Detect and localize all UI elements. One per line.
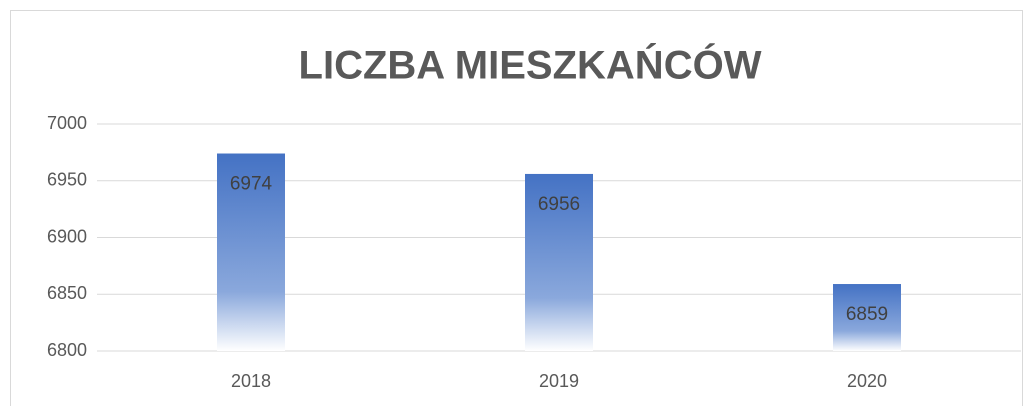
x-tick-label: 2020 xyxy=(847,371,887,391)
chart-title: LICZBA MIESZKAŃCÓW xyxy=(299,42,762,88)
data-label: 6974 xyxy=(230,174,273,195)
bar xyxy=(833,284,901,351)
y-tick-label: 6900 xyxy=(47,226,87,246)
y-tick-label: 6950 xyxy=(47,170,87,190)
y-tick-label: 7000 xyxy=(47,113,87,133)
chart-frame xyxy=(10,10,1023,406)
bar xyxy=(217,153,285,351)
bar xyxy=(525,173,593,351)
x-tick-label: 2018 xyxy=(231,371,271,391)
x-tick-label: 2019 xyxy=(539,371,579,391)
data-label: 6859 xyxy=(846,304,888,325)
data-label: 6956 xyxy=(538,194,580,215)
y-tick-label: 6800 xyxy=(47,340,87,360)
y-tick-label: 6850 xyxy=(47,283,87,303)
